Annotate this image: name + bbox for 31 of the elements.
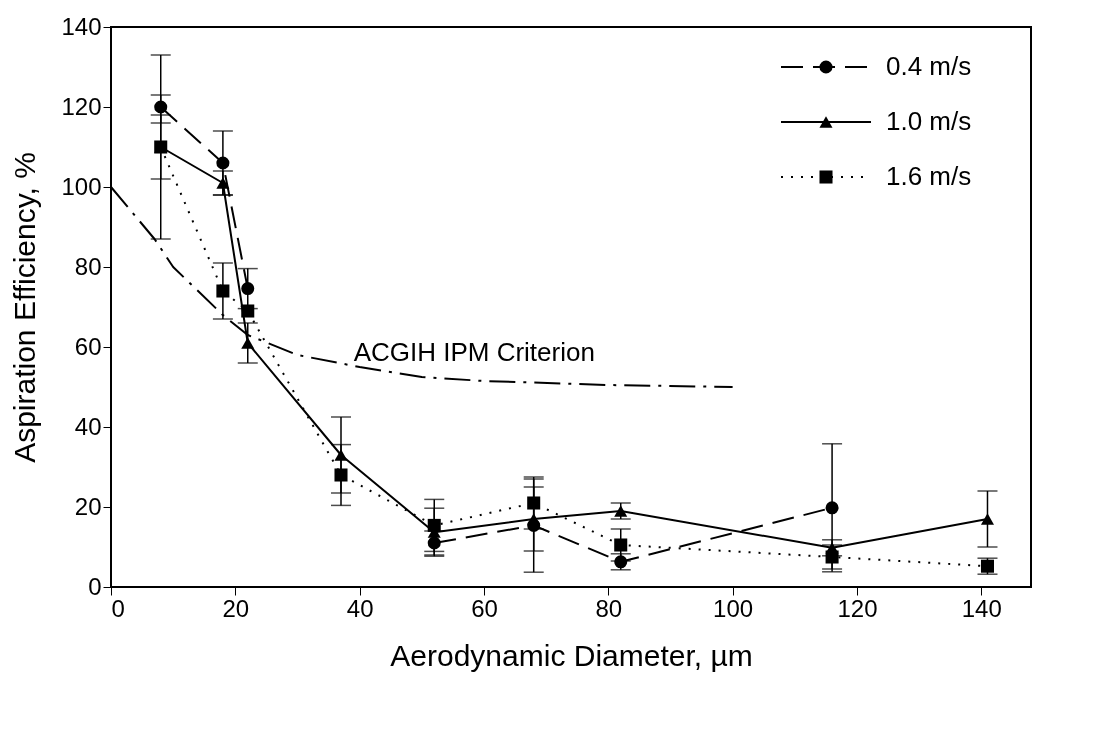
y-tick-label: 120 — [61, 92, 102, 120]
x-axis-title: Aerodynamic Diameter, µm — [390, 638, 753, 672]
point — [825, 550, 839, 564]
x-tick-label: 140 — [961, 594, 1002, 622]
y-tick-label: 100 — [61, 172, 102, 200]
x-tick-label: 100 — [713, 594, 754, 622]
x-tick-label: 80 — [595, 594, 623, 622]
series-label: ACGIH IPM Criterion — [353, 337, 595, 367]
point — [527, 513, 541, 525]
point — [614, 505, 628, 517]
point — [241, 304, 255, 318]
y-tick-label: 20 — [74, 492, 102, 520]
point — [216, 284, 230, 298]
point — [614, 538, 628, 552]
x-tick-label: 20 — [222, 594, 250, 622]
x-tick-label: 0 — [111, 594, 125, 622]
point — [980, 513, 995, 525]
y-tick-label: 80 — [74, 252, 102, 280]
legend-label: 1.6 m/s — [886, 161, 972, 191]
legend-label: 0.4 m/s — [886, 51, 972, 81]
y-tick-label: 40 — [74, 412, 102, 440]
x-tick-label: 40 — [346, 594, 374, 622]
y-axis-title: Aspiration Efficiency, % — [8, 152, 42, 463]
point — [334, 468, 348, 482]
y-tick-label: 140 — [61, 12, 102, 40]
x-tick-label: 120 — [837, 594, 878, 622]
legend-label: 1.0 m/s — [886, 106, 972, 136]
point — [527, 496, 541, 510]
y-tick-label: 60 — [74, 332, 102, 360]
x-tick-label: 60 — [471, 594, 498, 622]
y-tick-label: 0 — [88, 572, 102, 600]
